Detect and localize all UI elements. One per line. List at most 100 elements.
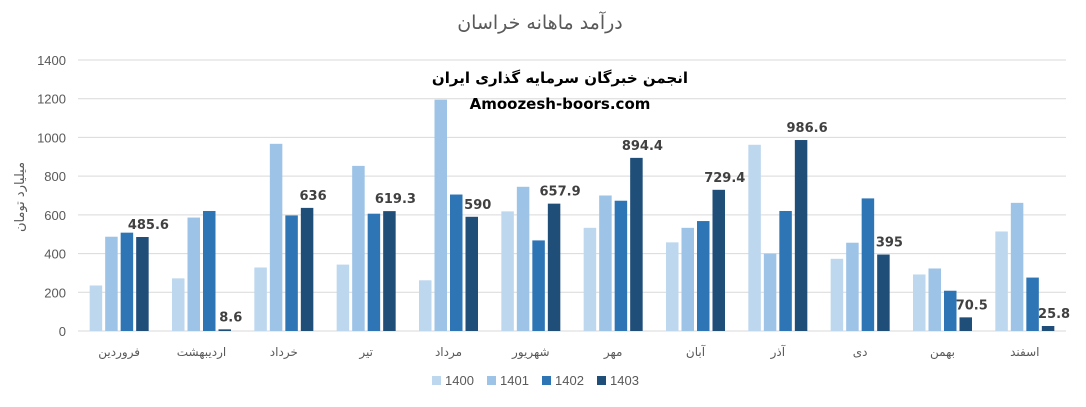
x-tick-label: شهریور — [511, 345, 550, 360]
bar-1400 — [501, 211, 514, 331]
bar-1400 — [336, 264, 350, 331]
bar-1402 — [614, 200, 628, 331]
data-labels: 485.6 8.6 636 619.3 590 657.9 894.4 729.4 986.6 3… — [128, 121, 1070, 325]
bar-1402 — [1026, 277, 1039, 331]
legend-label: 1403 — [610, 373, 639, 388]
bar-1403 — [547, 203, 561, 331]
bar-1403 — [877, 254, 890, 331]
bar-1403 — [959, 317, 972, 331]
data-label: 729.4 — [704, 171, 745, 186]
bar-1402 — [203, 210, 216, 331]
data-label: 485.6 — [128, 218, 169, 233]
bar-1402 — [367, 213, 381, 331]
bar-1403 — [383, 211, 396, 331]
x-tick-label: مرداد — [435, 345, 462, 360]
data-label: 986.6 — [787, 121, 828, 136]
legend-label: 1402 — [555, 373, 584, 388]
x-tick-label: بهمن — [930, 345, 955, 360]
gridlines — [78, 59, 1066, 332]
data-label: 894.4 — [622, 139, 663, 154]
bar-1402 — [120, 232, 134, 331]
y-tick-label: 200 — [44, 285, 66, 300]
bar-1401 — [599, 195, 612, 331]
bar-1403 — [218, 329, 231, 331]
bar-1401 — [516, 186, 530, 331]
x-tick-label: آذر — [770, 344, 786, 360]
bar-1402 — [944, 290, 957, 331]
data-label: 8.6 — [219, 310, 242, 325]
bar-1400 — [830, 258, 844, 331]
legend-label: 1401 — [500, 373, 529, 388]
y-tick-label: 1000 — [37, 130, 66, 145]
data-label: 25.8 — [1038, 307, 1070, 322]
bar-1400 — [254, 267, 267, 331]
y-axis-ticks: 0 200 400 600 800 1000 1200 1400 — [37, 53, 66, 339]
bar-1400 — [913, 274, 926, 331]
bar-1401 — [763, 253, 777, 331]
data-label: 590 — [464, 198, 491, 213]
y-tick-label: 0 — [59, 324, 66, 339]
bar-1403 — [300, 207, 314, 331]
watermark-line-1: انجمن خبرگان سرمایه گذاری ایران — [432, 69, 688, 87]
bar-1400 — [89, 285, 103, 331]
x-tick-label: آبان — [686, 344, 706, 359]
chart-title: درآمد ماهانه خراسان — [457, 10, 623, 34]
y-tick-label: 600 — [44, 208, 66, 223]
bar-1400 — [995, 231, 1008, 331]
legend-swatch-1401 — [487, 376, 496, 385]
bar-1400 — [583, 227, 597, 331]
x-tick-label: اردیبهشت — [177, 345, 226, 360]
bar-1400 — [666, 242, 679, 331]
bar-1402 — [532, 240, 545, 331]
bar-1401 — [434, 99, 447, 331]
bar-1401 — [187, 217, 200, 331]
bar-1401 — [1010, 202, 1024, 331]
y-axis-label: میلیارد تومان — [13, 162, 28, 232]
bar-1403 — [465, 216, 478, 331]
bars — [89, 99, 1055, 331]
watermark-line-2: Amoozesh-boors.com — [470, 95, 651, 113]
bar-1403 — [136, 237, 149, 331]
y-tick-label: 1200 — [37, 92, 66, 107]
x-tick-label: فروردین — [98, 345, 140, 360]
data-label: 70.5 — [956, 298, 988, 313]
legend-swatch-1400 — [432, 376, 441, 385]
y-tick-label: 1400 — [37, 53, 66, 68]
legend-swatch-1403 — [597, 376, 606, 385]
bar-1401 — [846, 242, 859, 331]
legend-swatch-1402 — [542, 376, 551, 385]
bar-1400 — [748, 144, 761, 331]
bar-1403 — [794, 140, 808, 331]
bar-1402 — [450, 194, 463, 331]
bar-1401 — [105, 236, 118, 331]
bar-1403 — [712, 189, 725, 331]
x-tick-label: اسفند — [1010, 345, 1039, 359]
bar-1403 — [630, 157, 643, 331]
bar-1402 — [861, 198, 875, 331]
bar-1402 — [697, 221, 710, 331]
legend: 1400 1401 1402 1403 — [432, 373, 639, 388]
x-tick-label: مهر — [603, 345, 623, 360]
legend-label: 1400 — [445, 373, 474, 388]
x-axis-ticks: فروردین اردیبهشت خرداد تیر مرداد شهریور مهر آبا… — [98, 344, 1039, 360]
bar-1400 — [172, 278, 185, 331]
bar-1401 — [928, 268, 941, 331]
bar-1402 — [285, 215, 298, 331]
data-label: 619.3 — [375, 192, 416, 207]
bar-1401 — [269, 143, 283, 331]
bar-1401 — [352, 165, 365, 331]
bar-1401 — [681, 227, 694, 331]
bar-1402 — [779, 210, 792, 331]
bar-1403 — [1041, 326, 1055, 331]
bar-1400 — [419, 280, 432, 331]
x-tick-label: تیر — [358, 345, 373, 360]
y-tick-label: 400 — [44, 247, 66, 262]
data-label: 657.9 — [540, 185, 581, 200]
data-label: 395 — [876, 236, 903, 251]
x-tick-label: خرداد — [270, 345, 298, 360]
data-label: 636 — [300, 189, 327, 204]
watermark: انجمن خبرگان سرمایه گذاری ایران Amoozesh… — [432, 69, 688, 113]
x-tick-label: دی — [853, 345, 868, 359]
y-tick-label: 800 — [44, 169, 66, 184]
